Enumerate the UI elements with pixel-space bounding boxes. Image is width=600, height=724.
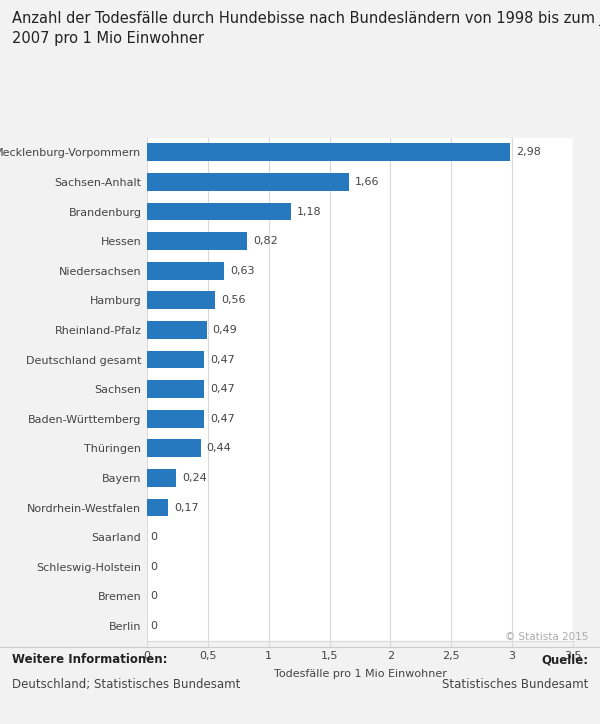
Text: 0,49: 0,49: [213, 325, 238, 335]
Text: 0,24: 0,24: [182, 473, 207, 483]
Bar: [147, 262, 224, 279]
Bar: [147, 380, 204, 398]
Bar: [147, 232, 247, 250]
Text: Statistisches Bundesamt: Statistisches Bundesamt: [442, 678, 588, 691]
Text: 0,56: 0,56: [221, 295, 246, 306]
Bar: [147, 439, 200, 458]
Text: Quelle:: Quelle:: [541, 653, 588, 666]
Text: 1,18: 1,18: [297, 206, 322, 216]
Text: 0,47: 0,47: [210, 355, 235, 365]
Bar: [147, 321, 206, 339]
Text: 0: 0: [151, 621, 158, 631]
Bar: [147, 292, 215, 309]
Text: 2,98: 2,98: [516, 148, 541, 157]
Text: Deutschland; Statistisches Bundesamt: Deutschland; Statistisches Bundesamt: [12, 678, 241, 691]
Text: © Statista 2015: © Statista 2015: [505, 632, 588, 642]
Bar: [147, 143, 510, 161]
Text: 0: 0: [151, 592, 158, 602]
Bar: [147, 203, 290, 220]
Text: 0,82: 0,82: [253, 236, 278, 246]
Text: 1,66: 1,66: [355, 177, 380, 187]
Text: 0,17: 0,17: [174, 502, 199, 513]
Bar: [147, 173, 349, 191]
Text: 0,63: 0,63: [230, 266, 254, 276]
Text: Anzahl der Todesfälle durch Hundebisse nach Bundesländern von 1998 bis zum Jahr
: Anzahl der Todesfälle durch Hundebisse n…: [12, 11, 600, 46]
Bar: [147, 350, 204, 369]
Text: 0,47: 0,47: [210, 413, 235, 424]
Bar: [147, 469, 176, 487]
Text: 0: 0: [151, 532, 158, 542]
Text: 0,44: 0,44: [206, 443, 232, 453]
Text: 0: 0: [151, 562, 158, 572]
Bar: [147, 410, 204, 428]
Text: Weitere Informationen:: Weitere Informationen:: [12, 653, 167, 666]
Bar: [147, 499, 167, 516]
Text: 0,47: 0,47: [210, 384, 235, 394]
X-axis label: Todesfälle pro 1 Mio Einwohner: Todesfälle pro 1 Mio Einwohner: [274, 670, 446, 680]
